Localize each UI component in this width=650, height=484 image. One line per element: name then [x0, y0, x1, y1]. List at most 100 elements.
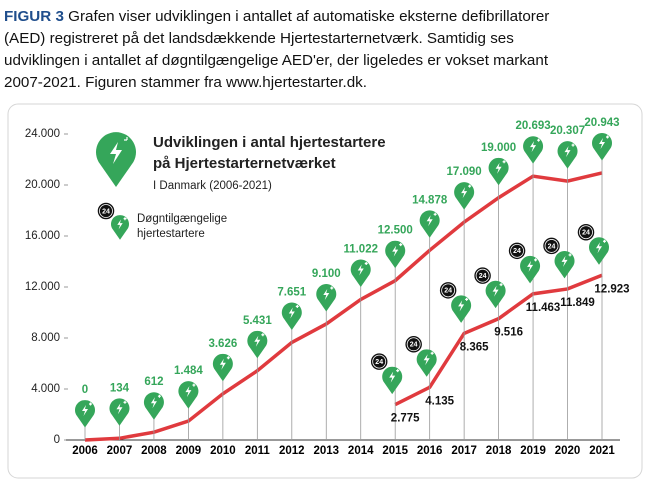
marker	[178, 381, 199, 409]
x-tick-label: 2014	[348, 445, 374, 457]
marker	[520, 255, 541, 284]
pin	[488, 157, 509, 186]
pin	[554, 250, 575, 279]
value-label: 9.100	[312, 268, 341, 280]
value-label: 1.484	[174, 365, 203, 377]
value-label: 9.516	[494, 327, 523, 339]
icon-24-label: 24	[410, 342, 418, 349]
pin	[589, 237, 609, 265]
y-tick-label: 0	[54, 434, 60, 446]
marker	[385, 240, 406, 269]
legend-label: Døgntilgængelige hjertestartere	[137, 213, 227, 240]
value-label: 14.878	[412, 194, 448, 206]
plus	[534, 258, 538, 262]
chart-title: Udviklingen i antal hjertestartere	[153, 134, 386, 151]
plus	[430, 351, 434, 355]
pin	[520, 255, 541, 284]
legend-line: Døgntilgængelige	[137, 213, 227, 225]
bolt	[288, 307, 295, 319]
pin	[451, 295, 472, 323]
marker	[592, 133, 613, 161]
icon-24-ring	[475, 268, 490, 283]
bolt	[426, 215, 433, 227]
plus	[261, 333, 265, 337]
pin	[178, 381, 199, 409]
plus	[606, 135, 609, 139]
y-tick-label: 24.000	[25, 128, 60, 140]
plus	[499, 283, 503, 287]
bolt	[185, 386, 192, 398]
bolt	[82, 405, 88, 416]
pin	[111, 215, 129, 240]
marker	[485, 280, 506, 309]
marker	[451, 295, 472, 323]
bolt	[150, 397, 157, 409]
bolt	[219, 358, 226, 370]
plus	[399, 243, 403, 247]
icon-24-ring	[372, 354, 387, 369]
x-tick-label: 2010	[210, 445, 236, 457]
value-label: 20.943	[584, 117, 619, 129]
pin	[557, 141, 578, 169]
pin	[454, 182, 475, 210]
caption-line: 2007-2021. Figuren stammer fra www.hjert…	[4, 74, 367, 91]
y-tick-label: 4.000	[31, 383, 60, 395]
bolt	[389, 371, 396, 383]
value-label: 11.849	[560, 297, 595, 309]
bolt	[495, 162, 502, 174]
value-label: 3.626	[208, 338, 237, 350]
icon-24-label: 24	[444, 288, 452, 295]
plus	[468, 184, 472, 188]
plus	[226, 356, 230, 360]
value-label: 17.090	[447, 166, 482, 178]
value-label: 20.307	[550, 125, 585, 137]
icon-24-label: 24	[548, 243, 556, 250]
bolt	[357, 264, 364, 276]
bolt	[461, 187, 468, 199]
bolt	[530, 141, 537, 153]
bolt	[561, 255, 568, 267]
marker	[143, 392, 164, 420]
plus	[89, 402, 92, 406]
y-tick-label: 8.000	[31, 332, 60, 344]
marker	[212, 353, 233, 382]
bolt	[110, 142, 122, 164]
plus	[433, 212, 437, 216]
bolt	[599, 137, 605, 149]
pin	[382, 366, 403, 395]
value-label: 19.000	[481, 142, 516, 154]
value-label: 134	[110, 382, 130, 394]
x-tick-label: 2020	[555, 445, 581, 457]
pin	[281, 302, 302, 330]
legend-line: hjertestartere	[137, 228, 205, 240]
pin	[385, 240, 406, 269]
icon-24-ring	[510, 243, 524, 258]
y-tick-label: 16.000	[25, 230, 60, 242]
caption: FIGUR 3 Grafen viser udviklingen i antal…	[4, 6, 549, 94]
icon-24-label: 24	[513, 248, 521, 255]
bolt	[564, 146, 571, 158]
bolt	[492, 285, 499, 297]
value-label: 4.135	[425, 395, 454, 407]
plus	[502, 160, 506, 164]
value-label: 7.651	[277, 286, 306, 298]
chart-subtitle: I Danmark (2006-2021)	[153, 180, 272, 192]
bolt	[323, 288, 330, 300]
pin	[523, 136, 544, 164]
x-tick-label: 2018	[486, 445, 512, 457]
icon-24-label: 24	[375, 359, 383, 366]
x-tick-label: 2011	[245, 445, 271, 457]
marker	[281, 302, 302, 330]
marker	[416, 349, 437, 377]
x-tick-label: 2017	[451, 445, 477, 457]
marker	[454, 182, 475, 210]
plus	[330, 286, 334, 290]
marker	[557, 141, 578, 169]
caption-label: FIGUR 3	[4, 8, 64, 25]
marker	[488, 157, 509, 186]
plus	[364, 261, 368, 265]
marker	[419, 210, 440, 238]
icon-24-ring	[579, 225, 593, 240]
bolt	[254, 335, 261, 347]
